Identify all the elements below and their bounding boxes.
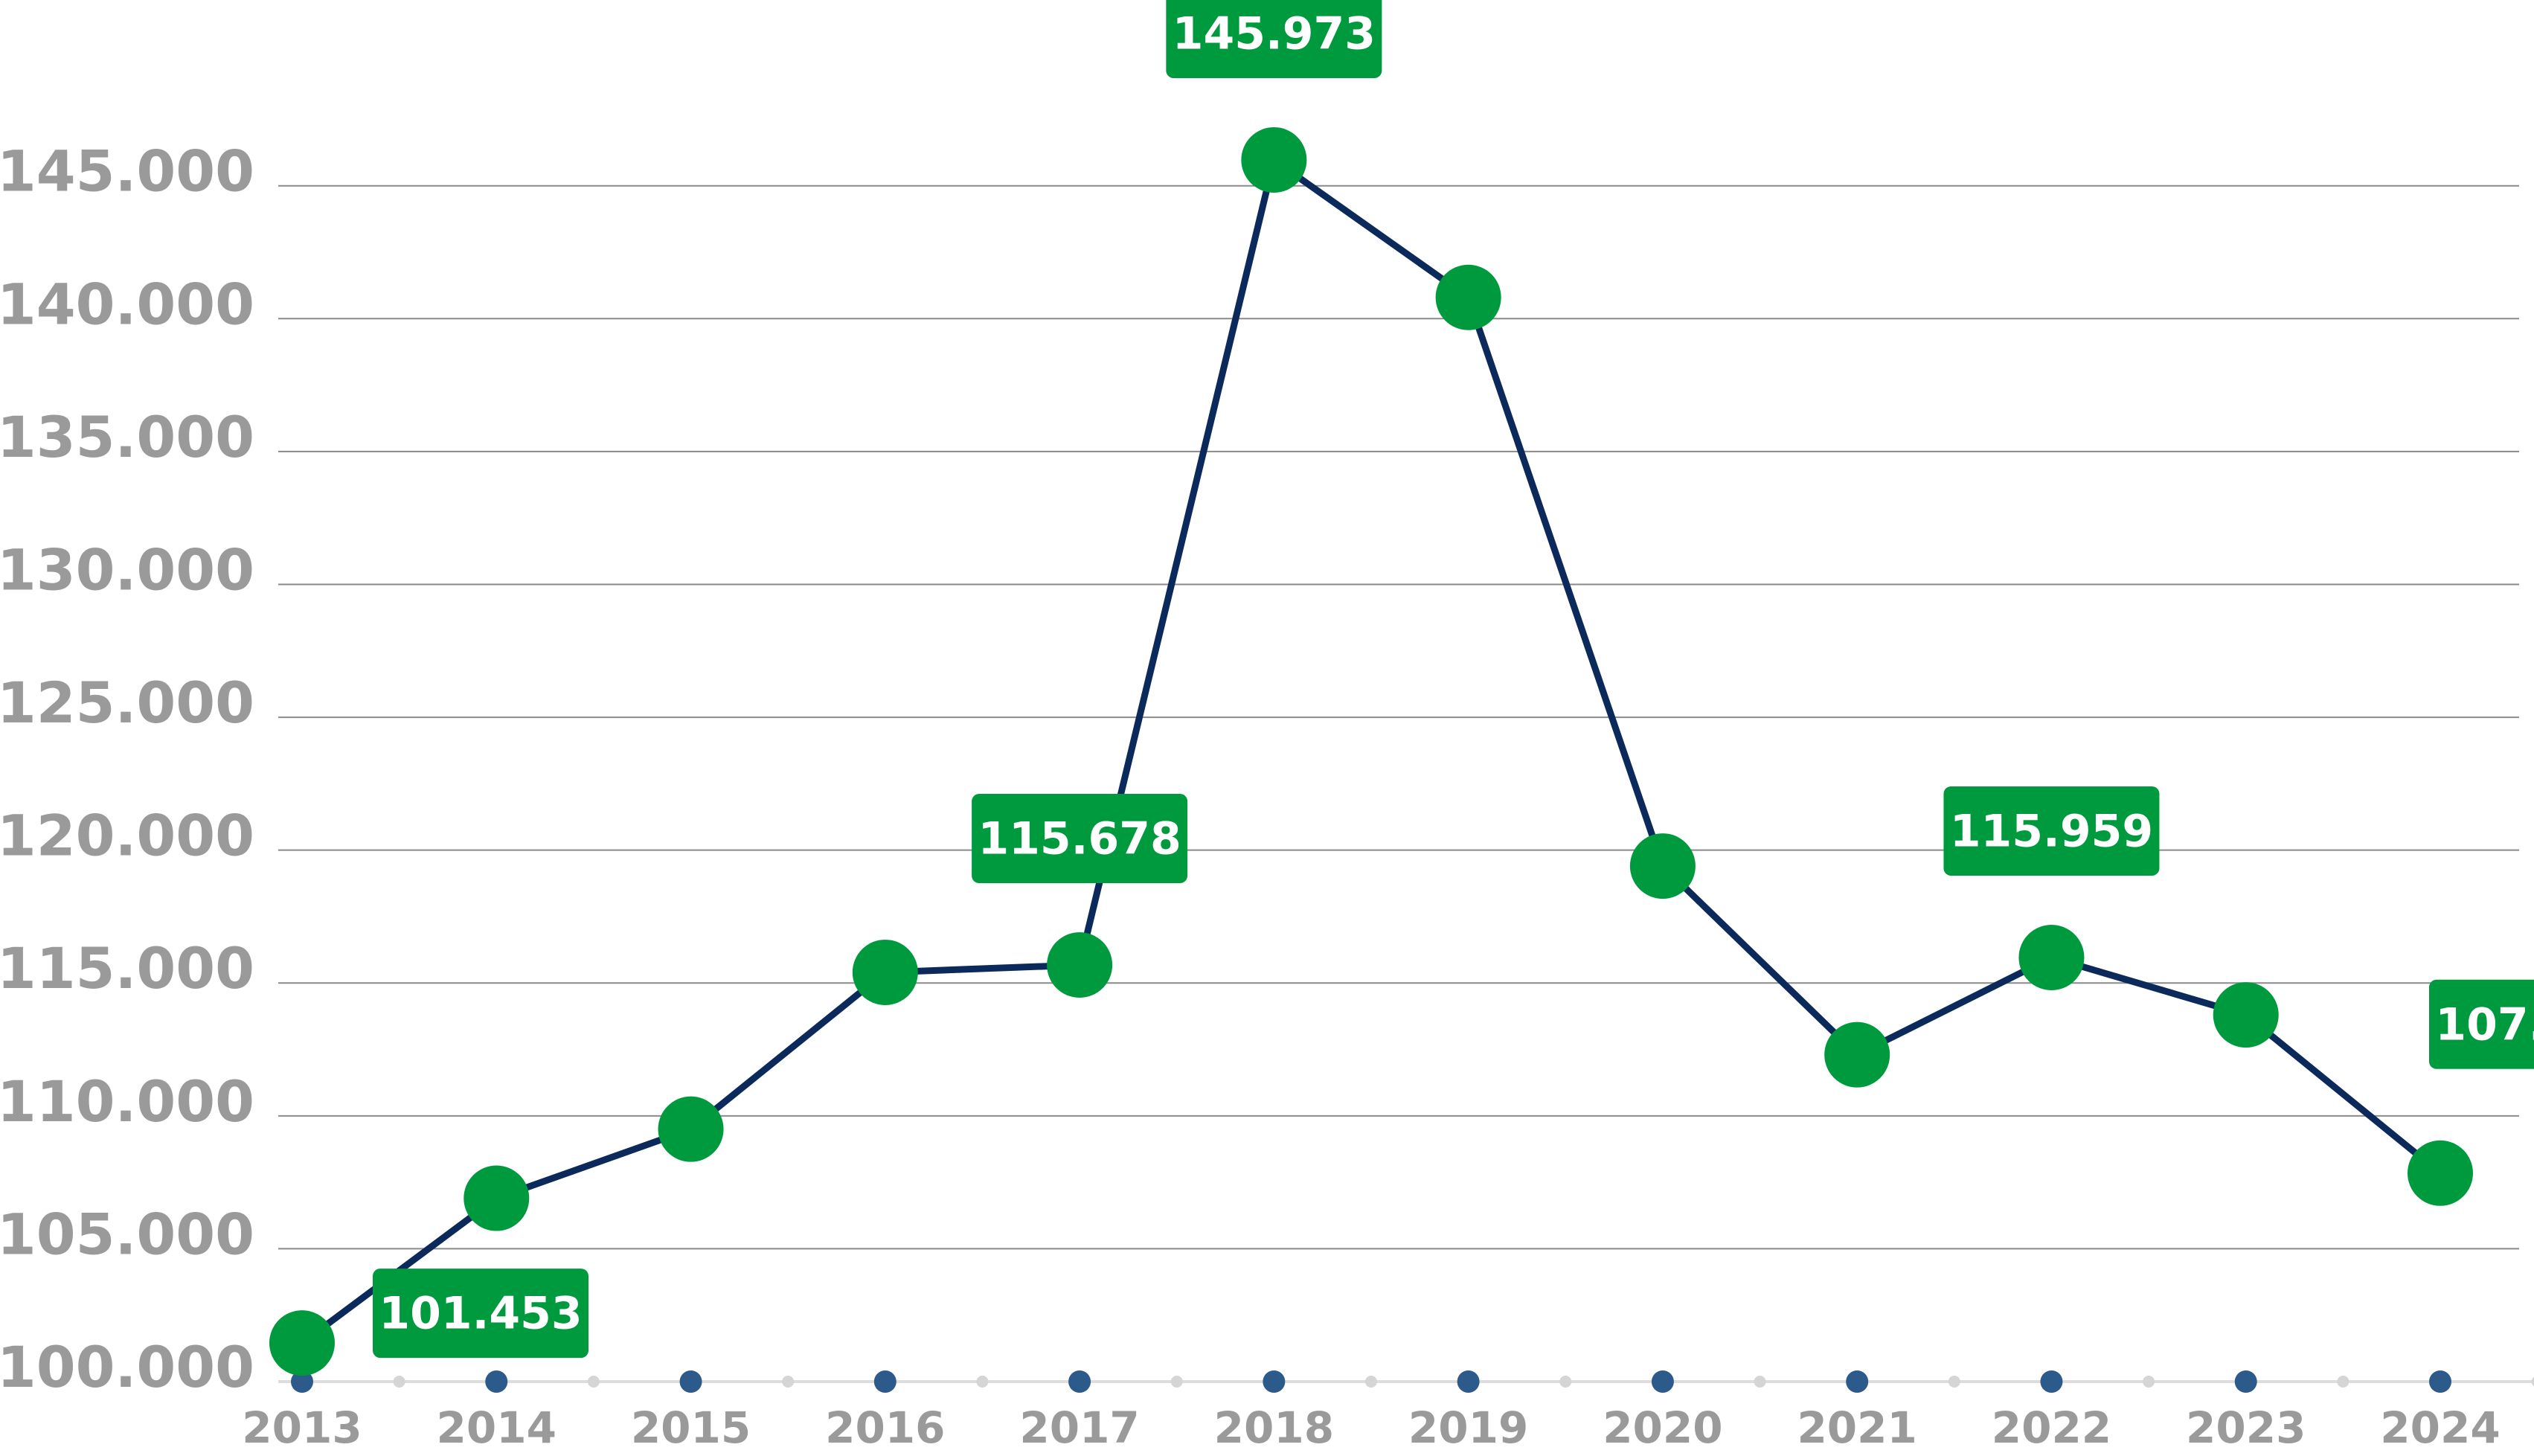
x-tick-dot bbox=[291, 1370, 313, 1393]
x-tick-dot bbox=[1263, 1370, 1286, 1393]
x-minor-dot bbox=[393, 1376, 405, 1388]
x-tick-dot bbox=[2429, 1370, 2451, 1393]
x-minor-dot bbox=[1948, 1376, 1960, 1388]
value-label-box bbox=[1943, 786, 2160, 876]
point bbox=[2408, 1140, 2473, 1206]
x-tick-label: 2016 bbox=[825, 1402, 945, 1453]
x-tick-dot bbox=[679, 1370, 702, 1393]
value-label-box bbox=[373, 1269, 588, 1359]
x-tick-dot bbox=[485, 1370, 508, 1393]
x-tick-label: 2017 bbox=[1019, 1402, 1139, 1453]
x-minor-dot bbox=[2143, 1376, 2155, 1388]
line-series bbox=[300, 156, 2442, 1346]
x-tick-label: 2023 bbox=[2186, 1402, 2306, 1453]
y-tick-label: 115.000 bbox=[0, 935, 254, 1001]
x-tick-label: 2024 bbox=[2380, 1402, 2500, 1453]
y-tick-label: 145.000 bbox=[0, 138, 254, 205]
y-tick-label: 135.000 bbox=[0, 404, 254, 470]
point bbox=[1629, 833, 1696, 899]
point bbox=[2213, 982, 2279, 1048]
x-minor-dot bbox=[1170, 1376, 1183, 1388]
value-label-box bbox=[972, 794, 1188, 884]
value-label: 115.959 bbox=[1950, 806, 2153, 858]
x-minor-dot bbox=[1754, 1376, 1766, 1388]
x-tick-dot bbox=[2040, 1370, 2063, 1393]
x-tick-dot bbox=[873, 1370, 896, 1393]
point bbox=[1241, 126, 1307, 193]
point bbox=[658, 1096, 724, 1162]
y-tick-label: 120.000 bbox=[0, 803, 254, 869]
x-minor-dot bbox=[2531, 1376, 2534, 1387]
point bbox=[1824, 1022, 1890, 1088]
y-tick-label: 110.000 bbox=[0, 1068, 254, 1135]
x-tick-label: 2020 bbox=[1603, 1402, 1722, 1453]
x-minor-dot bbox=[1559, 1376, 1572, 1388]
x-tick-dot bbox=[1846, 1370, 1869, 1393]
y-tick-label: 100.000 bbox=[0, 1334, 254, 1400]
x-minor-dot bbox=[587, 1376, 600, 1388]
value-label: 107.845 bbox=[2435, 998, 2534, 1051]
y-tick-label: 140.000 bbox=[0, 271, 254, 337]
x-tick-label: 2019 bbox=[1408, 1402, 1528, 1453]
x-minor-dot bbox=[2337, 1376, 2349, 1388]
point bbox=[2018, 924, 2085, 990]
point bbox=[464, 1165, 530, 1231]
x-tick-dot bbox=[1457, 1370, 1480, 1393]
y-tick-label: 105.000 bbox=[0, 1201, 254, 1267]
y-tick-label: 125.000 bbox=[0, 670, 254, 736]
x-minor-dot bbox=[976, 1376, 989, 1388]
y-tick-label: 130.000 bbox=[0, 536, 254, 603]
point bbox=[1435, 264, 1501, 330]
value-label: 145.973 bbox=[1173, 8, 1376, 60]
x-tick-dot bbox=[1068, 1370, 1091, 1393]
value-label: 101.453 bbox=[379, 1288, 582, 1340]
point bbox=[269, 1310, 335, 1376]
x-tick-dot bbox=[2234, 1370, 2257, 1393]
x-minor-dot bbox=[782, 1376, 795, 1388]
point bbox=[1047, 932, 1113, 998]
x-tick-label: 2022 bbox=[1992, 1402, 2111, 1453]
x-tick-label: 2015 bbox=[631, 1402, 751, 1453]
x-minor-dot bbox=[1365, 1376, 1377, 1388]
x-tick-dot bbox=[1651, 1370, 1674, 1393]
value-label-box bbox=[1166, 0, 1382, 78]
x-tick-label: 2018 bbox=[1214, 1402, 1334, 1453]
point bbox=[852, 939, 918, 1005]
x-tick-label: 2013 bbox=[242, 1402, 362, 1453]
x-tick-label: 2014 bbox=[437, 1402, 556, 1453]
value-label-box bbox=[2429, 979, 2534, 1069]
value-label: 115.678 bbox=[978, 813, 1181, 865]
x-tick-label: 2021 bbox=[1797, 1402, 1916, 1453]
